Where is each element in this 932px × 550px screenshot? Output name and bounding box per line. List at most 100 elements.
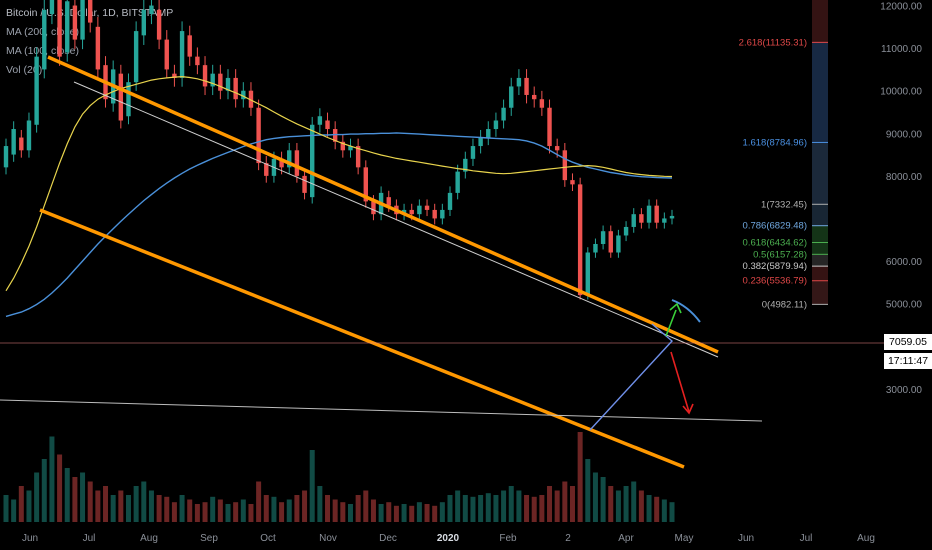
x-tick-label: Aug bbox=[857, 533, 875, 544]
volume-bar bbox=[317, 486, 323, 522]
volume-bar bbox=[401, 504, 407, 522]
fib-level-label: 0.618(6434.62) bbox=[743, 238, 807, 249]
volume-bar bbox=[439, 502, 445, 522]
fib-zone bbox=[812, 225, 828, 243]
volume-bar bbox=[217, 499, 223, 522]
volume-bar bbox=[87, 481, 93, 522]
volume-bar bbox=[615, 490, 621, 522]
candle bbox=[654, 205, 659, 223]
fib-zone bbox=[812, 0, 828, 43]
volume-bar bbox=[26, 490, 32, 522]
candle bbox=[501, 107, 506, 121]
ma100-line bbox=[5, 75, 673, 292]
volume-bar bbox=[3, 495, 9, 522]
volume-bar bbox=[409, 505, 415, 522]
fib-level-label: 0.786(6829.48) bbox=[743, 221, 807, 232]
candle bbox=[631, 214, 636, 227]
candle bbox=[493, 120, 499, 130]
volume-bar bbox=[661, 499, 667, 522]
volume-bar bbox=[271, 496, 277, 522]
fib-zone bbox=[812, 242, 828, 255]
fib-level-label: 0.5(6157.28) bbox=[753, 249, 807, 260]
volume-bar bbox=[125, 495, 131, 522]
fib-level-label: 1.618(8784.96) bbox=[743, 137, 807, 148]
candle bbox=[355, 146, 361, 168]
candle bbox=[187, 35, 192, 57]
volume-bar bbox=[501, 490, 507, 522]
candle bbox=[409, 209, 414, 215]
volume-bar bbox=[654, 496, 660, 522]
candle bbox=[57, 0, 62, 57]
volume-bar bbox=[370, 499, 376, 522]
x-tick-label: Sep bbox=[200, 533, 218, 544]
fib-zone bbox=[812, 42, 828, 143]
candle bbox=[547, 107, 552, 147]
volume-bar bbox=[478, 495, 484, 522]
candle bbox=[279, 158, 284, 168]
x-tick-label: Apr bbox=[618, 533, 634, 544]
candle bbox=[516, 77, 522, 87]
ma200-projection bbox=[671, 299, 701, 323]
rising-wedge-line bbox=[589, 323, 674, 431]
volume-bar bbox=[302, 490, 308, 522]
fib-zones bbox=[812, 0, 828, 305]
x-tick-label: 2020 bbox=[437, 533, 460, 544]
volume-bar bbox=[210, 496, 216, 522]
volume-bar bbox=[432, 505, 438, 522]
candle bbox=[88, 0, 93, 23]
volume-bar bbox=[332, 499, 338, 522]
volume-bar bbox=[187, 499, 193, 522]
candle bbox=[65, 1, 70, 53]
volume-bars bbox=[3, 432, 675, 522]
y-tick-label: 5000.00 bbox=[886, 300, 923, 311]
volume-bar bbox=[393, 505, 399, 522]
y-tick-label: 11000.00 bbox=[881, 44, 922, 55]
volume-bar bbox=[57, 454, 63, 522]
volume-bar bbox=[248, 504, 254, 522]
candle bbox=[233, 77, 238, 100]
candle bbox=[95, 26, 101, 70]
volume-bar bbox=[592, 472, 598, 522]
candle bbox=[509, 86, 514, 108]
x-tick-label: May bbox=[675, 533, 694, 544]
volume-bar bbox=[240, 499, 246, 522]
x-tick-label: Dec bbox=[379, 533, 397, 544]
candle bbox=[669, 215, 675, 219]
fib-zone bbox=[812, 266, 828, 281]
volume-bar bbox=[585, 459, 591, 522]
candle bbox=[72, 5, 78, 40]
volume-bar bbox=[631, 481, 637, 522]
y-tick-label: 6000.00 bbox=[886, 257, 923, 268]
volume-bar bbox=[80, 472, 86, 522]
volume-bar bbox=[669, 502, 675, 522]
candle bbox=[80, 0, 85, 40]
x-tick-label: Jul bbox=[83, 533, 96, 544]
volume-bar bbox=[294, 495, 300, 522]
volume-bar bbox=[646, 495, 652, 522]
y-tick-label: 12000.00 bbox=[880, 2, 922, 13]
inner-trend-line bbox=[73, 81, 719, 358]
candle bbox=[470, 146, 476, 159]
candle bbox=[19, 137, 24, 151]
volume-bar bbox=[103, 486, 109, 522]
candle bbox=[463, 158, 468, 172]
current-price-tag: 7059.05 bbox=[884, 334, 932, 350]
volume-bar bbox=[156, 495, 162, 522]
volume-bar bbox=[539, 495, 545, 522]
volume-bar bbox=[347, 504, 353, 522]
volume-bar bbox=[49, 436, 55, 522]
volume-bar bbox=[148, 490, 154, 522]
volume-bar bbox=[516, 490, 522, 522]
volume-bar bbox=[64, 468, 70, 522]
volume-bar bbox=[202, 502, 208, 522]
candle bbox=[195, 56, 200, 66]
candle bbox=[26, 120, 32, 151]
x-axis: Jun Jul Aug Sep Oct Nov Dec 2020 Feb 2 Apr May Jun Ju… bbox=[22, 533, 875, 544]
volume-bar bbox=[11, 499, 17, 522]
channel-lower-line bbox=[39, 208, 685, 469]
candle bbox=[447, 192, 453, 210]
volume-bar bbox=[179, 495, 185, 522]
candle bbox=[577, 184, 583, 296]
candle bbox=[225, 77, 231, 91]
